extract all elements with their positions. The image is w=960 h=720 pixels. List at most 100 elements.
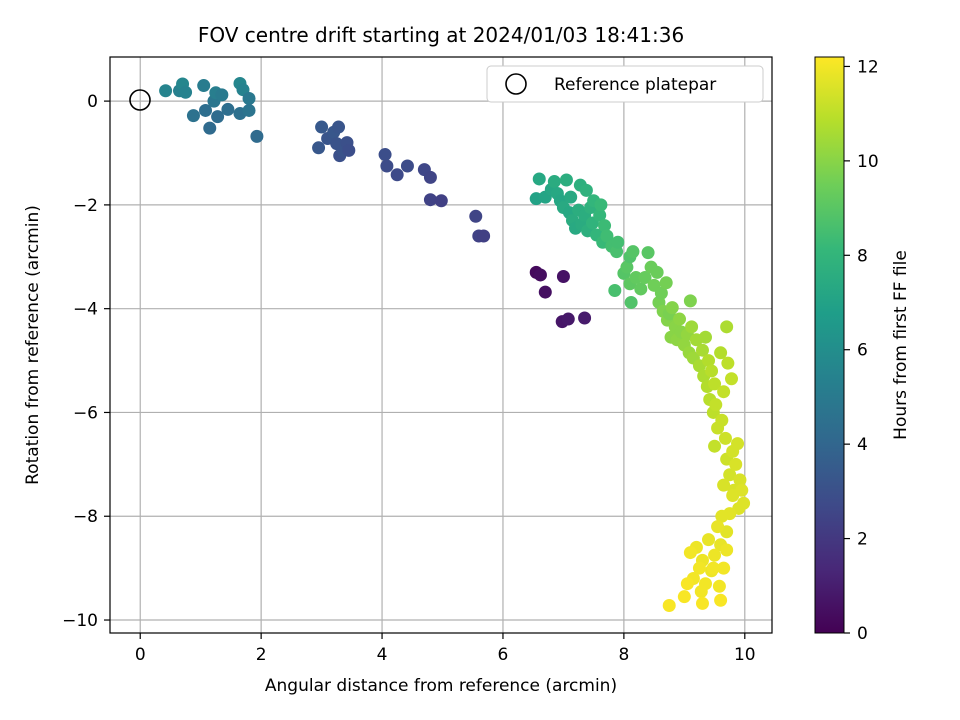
data-point bbox=[578, 311, 592, 325]
plot-frame bbox=[109, 56, 773, 634]
data-point bbox=[718, 431, 732, 445]
chart-title: FOV centre drift starting at 2024/01/03 … bbox=[198, 23, 684, 47]
y-axis-ticks: 0 −2 −4 −6 −8 −10 bbox=[62, 92, 110, 631]
data-point bbox=[250, 129, 264, 143]
y-tick-label: −4 bbox=[73, 300, 98, 320]
data-point bbox=[717, 385, 731, 399]
data-point bbox=[400, 159, 414, 173]
data-point bbox=[211, 110, 225, 124]
data-point bbox=[477, 229, 491, 243]
data-point bbox=[594, 198, 608, 212]
data-point bbox=[702, 354, 716, 368]
data-point bbox=[711, 520, 725, 534]
data-point bbox=[608, 284, 622, 298]
data-point bbox=[390, 168, 404, 182]
colorbar-tick-label: 12 bbox=[857, 57, 879, 77]
data-point bbox=[179, 85, 193, 99]
data-point bbox=[714, 346, 728, 360]
data-point bbox=[626, 245, 640, 259]
data-point bbox=[677, 590, 691, 604]
data-points bbox=[159, 76, 751, 612]
data-point bbox=[683, 546, 697, 560]
colorbar-tick-label: 0 bbox=[857, 624, 868, 644]
data-point bbox=[593, 208, 607, 222]
data-point bbox=[731, 437, 745, 451]
data-point bbox=[332, 120, 346, 134]
data-point bbox=[729, 457, 743, 471]
data-point bbox=[683, 294, 697, 308]
grid bbox=[110, 57, 772, 633]
data-point bbox=[705, 364, 719, 378]
data-point bbox=[561, 312, 575, 326]
colorbar-tick-label: 6 bbox=[857, 341, 868, 361]
y-tick-label: −10 bbox=[62, 611, 98, 631]
data-point bbox=[650, 265, 664, 279]
data-point bbox=[315, 120, 329, 134]
data-point bbox=[695, 596, 709, 610]
legend-marker bbox=[505, 73, 527, 95]
y-axis-label: Rotation from reference (arcmin) bbox=[23, 205, 43, 485]
data-point bbox=[715, 413, 729, 427]
legend: Reference platepar bbox=[486, 65, 764, 103]
data-point bbox=[342, 143, 356, 157]
data-point bbox=[203, 121, 217, 135]
data-point bbox=[726, 488, 740, 502]
data-point bbox=[708, 377, 722, 391]
data-point bbox=[702, 533, 716, 547]
colorbar bbox=[814, 56, 845, 634]
data-point bbox=[159, 84, 173, 98]
y-tick-label: −2 bbox=[73, 196, 98, 216]
data-point bbox=[673, 312, 687, 326]
data-point bbox=[717, 561, 731, 575]
reference-platepar-marker bbox=[129, 89, 151, 111]
data-point bbox=[423, 170, 437, 184]
data-point bbox=[620, 260, 634, 274]
data-point bbox=[600, 229, 614, 243]
data-point bbox=[708, 439, 722, 453]
x-tick-label: 6 bbox=[498, 645, 509, 665]
x-tick-label: 0 bbox=[135, 645, 146, 665]
data-point bbox=[659, 276, 673, 290]
data-point bbox=[634, 282, 648, 296]
data-point bbox=[708, 548, 722, 562]
data-point bbox=[532, 172, 546, 186]
data-point bbox=[434, 194, 448, 208]
data-point bbox=[547, 175, 561, 189]
data-point bbox=[611, 235, 625, 249]
legend-box bbox=[486, 65, 764, 103]
colorbar-tick-label: 8 bbox=[857, 246, 868, 266]
colorbar-ticks: 0 2 4 6 8 10 12 bbox=[844, 57, 879, 644]
data-point bbox=[724, 372, 738, 386]
data-point bbox=[629, 271, 643, 285]
x-axis-label: Angular distance from reference (arcmin) bbox=[265, 676, 617, 696]
data-point bbox=[712, 579, 726, 593]
data-point bbox=[717, 478, 731, 492]
data-point bbox=[221, 102, 235, 116]
data-point bbox=[662, 598, 676, 612]
colorbar-label: Hours from first FF file bbox=[891, 250, 911, 440]
colorbar-tick-label: 10 bbox=[857, 152, 879, 172]
x-tick-label: 10 bbox=[734, 645, 756, 665]
legend-entry: Reference platepar bbox=[554, 75, 716, 95]
y-tick-label: −6 bbox=[73, 403, 98, 423]
data-point bbox=[695, 343, 709, 357]
data-point bbox=[197, 79, 211, 93]
x-tick-label: 2 bbox=[256, 645, 267, 665]
data-point bbox=[242, 92, 256, 106]
data-point bbox=[641, 246, 655, 260]
data-point bbox=[469, 209, 483, 223]
data-point bbox=[715, 509, 729, 523]
data-point bbox=[423, 193, 437, 207]
y-tick-label: −8 bbox=[73, 507, 98, 527]
data-point bbox=[723, 468, 737, 482]
data-point bbox=[733, 473, 747, 487]
data-point bbox=[665, 301, 679, 315]
data-point bbox=[737, 496, 751, 510]
data-point bbox=[720, 543, 734, 557]
x-tick-label: 4 bbox=[377, 645, 388, 665]
data-point bbox=[692, 561, 706, 575]
x-tick-label: 8 bbox=[618, 645, 629, 665]
data-point bbox=[186, 109, 200, 123]
data-point bbox=[698, 330, 712, 344]
